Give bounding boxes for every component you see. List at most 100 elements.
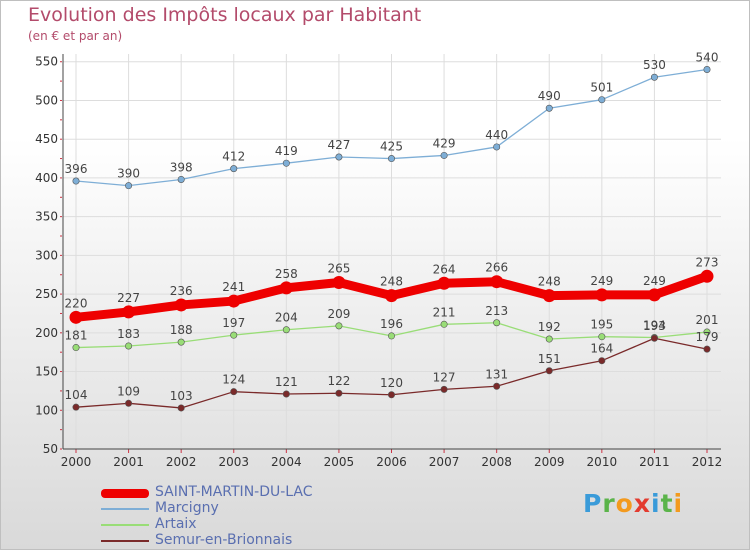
- data-label: 273: [696, 255, 719, 269]
- data-label: 412: [222, 150, 245, 164]
- legend-swatch: [101, 524, 149, 526]
- y-tick-label: 400: [35, 171, 58, 185]
- data-label: 194: [643, 318, 666, 332]
- data-point: [440, 151, 448, 159]
- data-point: [125, 182, 133, 190]
- legend-swatch: [101, 540, 149, 542]
- data-point: [440, 320, 448, 328]
- data-label: 530: [643, 58, 666, 72]
- data-point: [598, 357, 606, 365]
- data-label: 266: [485, 261, 508, 275]
- data-label: 151: [538, 352, 561, 366]
- data-label: 440: [485, 128, 508, 142]
- data-label: 258: [275, 267, 298, 281]
- data-point: [387, 155, 395, 163]
- data-label: 197: [222, 316, 245, 330]
- data-point: [387, 332, 395, 340]
- data-label: 241: [222, 280, 245, 294]
- data-label: 540: [696, 50, 719, 64]
- y-tick-label: 250: [35, 287, 58, 301]
- data-point: [647, 288, 661, 302]
- chart-subtitle: (en € et par an): [28, 29, 123, 43]
- data-point: [703, 328, 711, 336]
- x-tick-label: 2005: [324, 455, 355, 469]
- data-point: [174, 298, 188, 312]
- data-label: 103: [170, 389, 193, 403]
- data-point: [72, 177, 80, 185]
- data-point: [493, 382, 501, 390]
- data-point: [72, 403, 80, 411]
- x-tick-label: 2006: [376, 455, 407, 469]
- x-tick-label: 2004: [271, 455, 302, 469]
- data-label: 104: [65, 388, 88, 402]
- data-label: 419: [275, 144, 298, 158]
- data-point: [387, 391, 395, 399]
- data-point: [227, 294, 241, 308]
- data-label: 425: [380, 140, 403, 154]
- data-label: 201: [696, 313, 719, 327]
- data-point: [335, 322, 343, 330]
- x-tick-label: 2012: [692, 455, 723, 469]
- y-tick-label: 550: [35, 55, 58, 69]
- data-point: [282, 159, 290, 167]
- data-point: [650, 334, 658, 342]
- x-tick-label: 2002: [166, 455, 197, 469]
- x-tick-label: 2011: [639, 455, 670, 469]
- data-point: [703, 345, 711, 353]
- data-point: [440, 385, 448, 393]
- y-tick-label: 150: [35, 365, 58, 379]
- legend-label: Semur-en-Brionnais: [155, 532, 293, 548]
- data-point: [703, 65, 711, 73]
- x-tick-label: 2007: [429, 455, 460, 469]
- data-point: [177, 338, 185, 346]
- data-point: [545, 367, 553, 375]
- data-label: 192: [538, 320, 561, 334]
- data-point: [125, 399, 133, 407]
- data-label: 265: [327, 261, 350, 275]
- data-label: 120: [380, 376, 403, 390]
- x-tick-label: 2008: [481, 455, 512, 469]
- data-point: [282, 390, 290, 398]
- data-label: 127: [433, 370, 456, 384]
- data-label: 179: [696, 330, 719, 344]
- data-label: 193: [643, 319, 666, 333]
- data-label: 264: [433, 262, 456, 276]
- legend-swatch: [101, 488, 149, 498]
- data-point: [385, 289, 398, 303]
- legend-label: SAINT-MARTIN-DU-LAC: [155, 484, 313, 500]
- data-point: [598, 96, 606, 104]
- data-point: [335, 153, 343, 161]
- data-label: 490: [538, 89, 561, 103]
- data-label: 236: [170, 284, 193, 298]
- chart-title: Evolution des Impôts locaux par Habitant: [28, 4, 422, 26]
- data-point: [545, 104, 553, 112]
- y-tick-label: 200: [35, 326, 58, 340]
- x-tick-label: 2009: [534, 455, 565, 469]
- data-point: [230, 331, 238, 339]
- y-tick-label: 100: [35, 403, 58, 417]
- data-label: 390: [117, 167, 140, 181]
- data-label: 122: [327, 374, 350, 388]
- data-label: 220: [65, 296, 88, 310]
- x-tick-label: 2000: [61, 455, 92, 469]
- data-point: [125, 342, 133, 350]
- data-label: 131: [485, 367, 508, 381]
- data-point: [69, 310, 83, 324]
- x-tick-label: 2010: [587, 455, 618, 469]
- brand-logo: Proxiti: [583, 489, 684, 518]
- data-label: 398: [170, 160, 193, 174]
- data-label: 124: [222, 373, 245, 387]
- data-point: [335, 389, 343, 397]
- data-point: [230, 388, 238, 396]
- data-label: 164: [590, 342, 613, 356]
- data-point: [72, 344, 80, 352]
- data-point: [700, 269, 714, 283]
- legend-label: Artaix: [155, 516, 197, 532]
- data-point: [598, 333, 606, 341]
- y-tick-label: 50: [43, 442, 58, 456]
- data-label: 196: [380, 317, 403, 331]
- data-point: [437, 276, 451, 290]
- data-label: 121: [275, 375, 298, 389]
